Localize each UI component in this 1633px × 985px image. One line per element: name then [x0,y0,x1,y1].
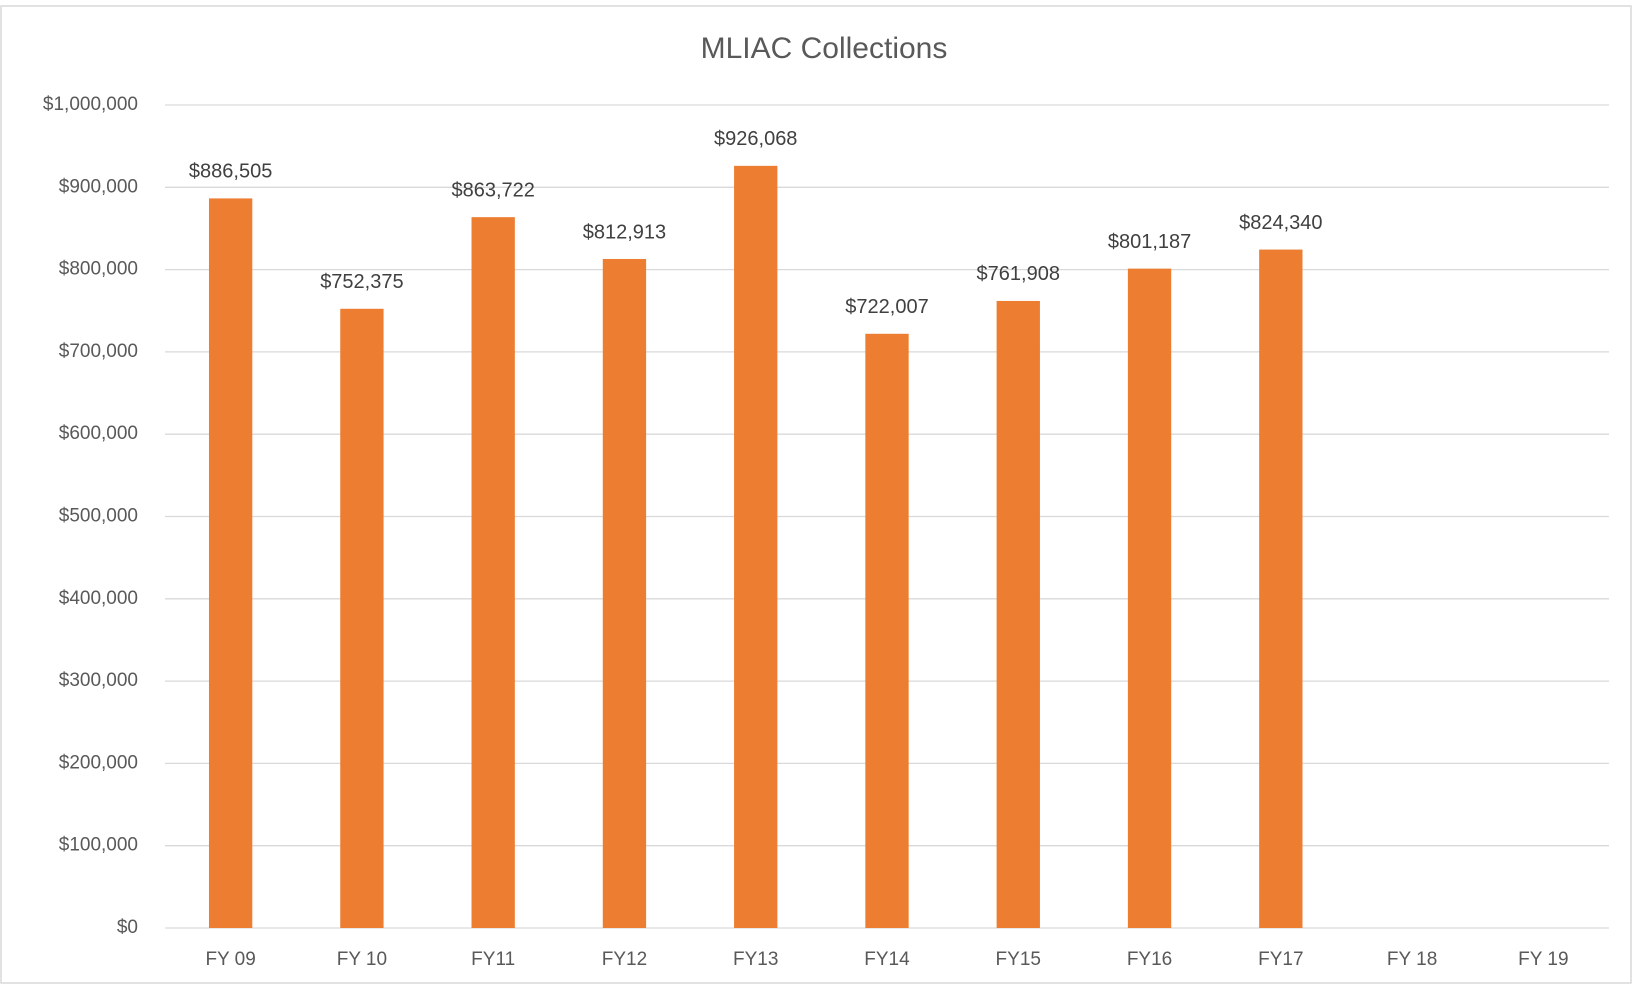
x-tick-label: FY17 [1258,949,1303,970]
data-label: $926,068 [714,128,797,150]
y-tick-label: $600,000 [59,423,138,444]
x-tick-label: FY 19 [1518,949,1568,970]
x-tick-label: FY15 [996,949,1041,970]
x-tick-label: FY16 [1127,949,1172,970]
bar [208,198,253,929]
x-tick-label: FY 10 [337,949,387,970]
data-label: $812,913 [583,221,666,243]
y-tick-label: $0 [117,917,138,938]
x-tick-label: FY13 [733,949,778,970]
bar [471,217,515,928]
y-tick-label: $900,000 [59,176,138,197]
data-label: $752,375 [320,271,403,293]
chart-border [0,5,1632,984]
chart-title: MLIAC Collections [701,32,948,65]
y-tick-label: $100,000 [59,835,138,856]
y-tick-label: $1,000,000 [43,94,138,115]
y-tick-label: $400,000 [59,588,138,609]
bar [1127,268,1172,928]
y-tick-label: $300,000 [59,670,138,691]
y-tick-label: $700,000 [59,341,138,362]
bar [865,333,909,929]
bar [996,300,1040,928]
data-label: $886,505 [189,161,272,183]
data-label: $761,908 [977,263,1060,285]
y-tick-label: $800,000 [59,259,138,280]
bar [340,308,384,928]
x-tick-label: FY11 [471,949,515,970]
x-tick-label: FY 18 [1387,949,1437,970]
data-label: $801,187 [1108,231,1191,253]
x-tick-label: FY12 [602,949,647,970]
x-tick-label: FY14 [864,949,910,970]
bar [734,165,778,928]
x-tick-label: FY 09 [205,949,255,970]
bar [1259,249,1303,928]
data-label: $863,722 [451,179,534,201]
bar [602,258,647,928]
data-label: $824,340 [1239,212,1322,234]
y-tick-label: $200,000 [59,752,138,773]
y-tick-label: $500,000 [59,506,138,527]
data-label: $722,007 [845,296,928,318]
